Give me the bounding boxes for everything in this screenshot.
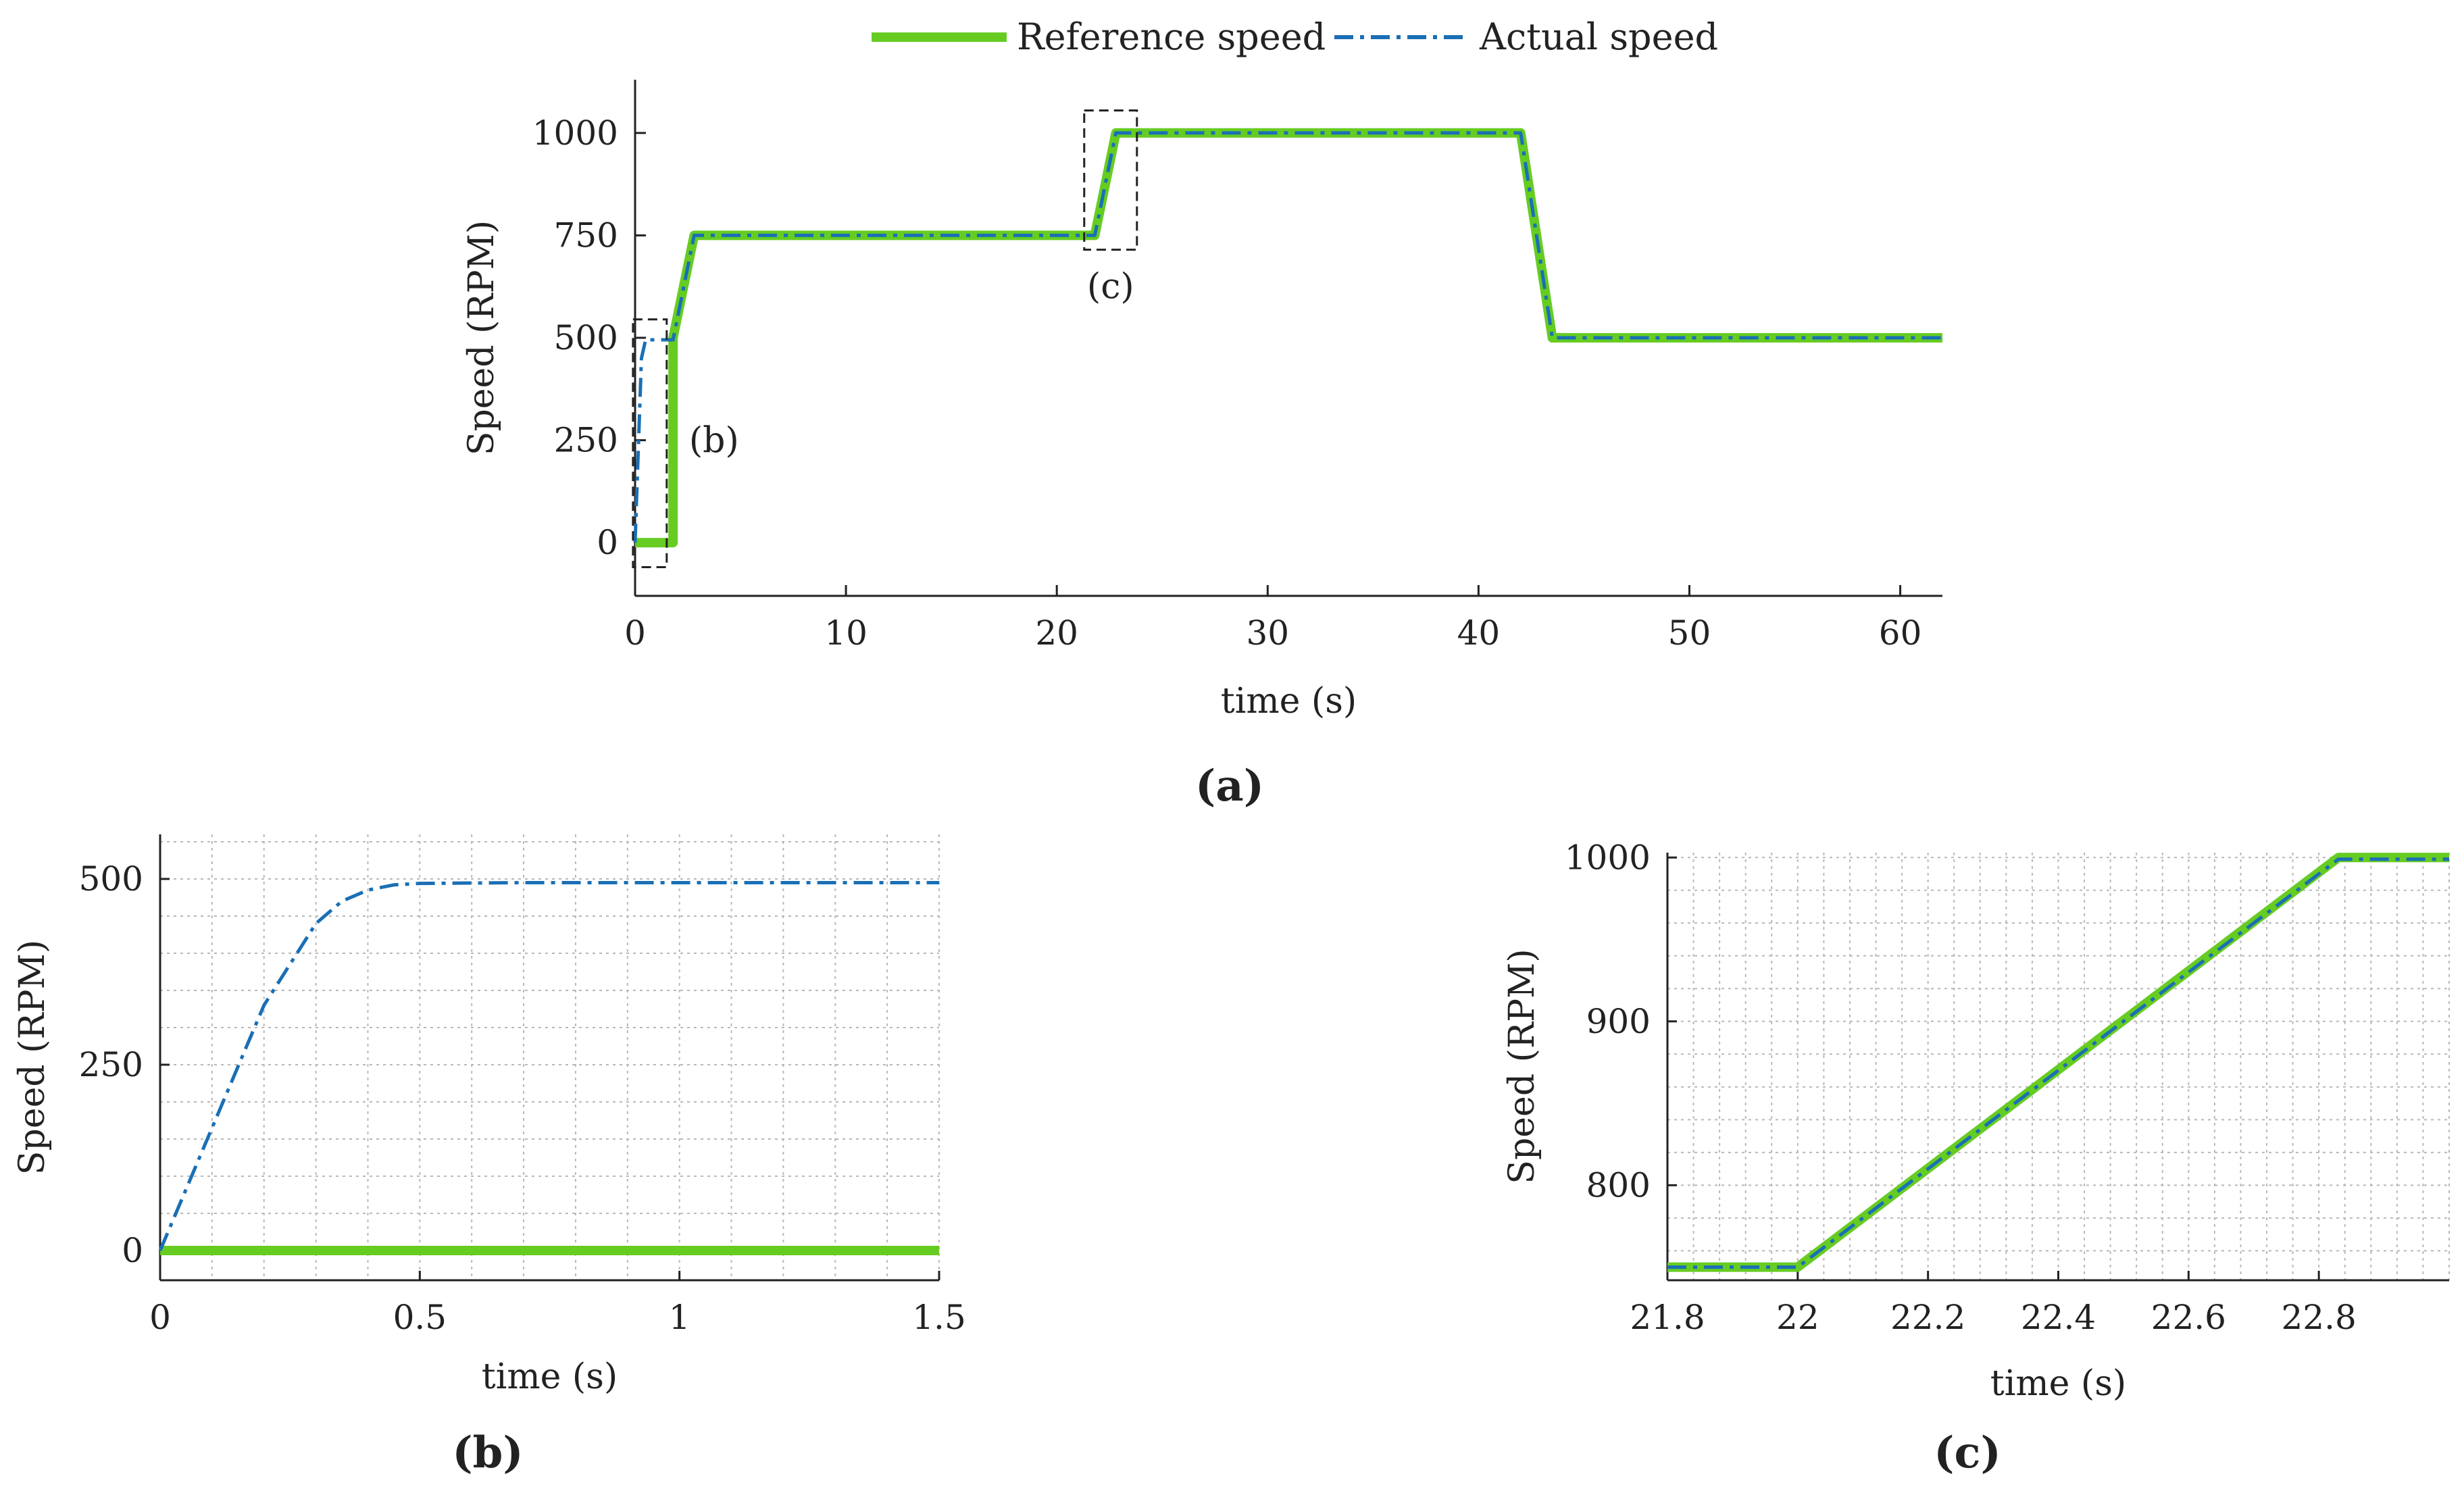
x-tick-label: 20	[1035, 613, 1078, 653]
x-tick-label: 22	[1776, 1298, 1819, 1337]
x-tick-label: 22.4	[2021, 1298, 2096, 1337]
zoom-label-b: (b)	[689, 421, 739, 461]
y-tick-label: 0	[597, 523, 618, 562]
chart-b: 0 0.5 1 1.5 0 250 500 time (s) Speed (RPM)	[12, 834, 966, 1397]
y-tick-label: 500	[554, 318, 618, 357]
x-tick-label: 22.6	[2151, 1298, 2226, 1337]
x-tick-label: 0	[149, 1298, 171, 1337]
caption-c: (c)	[1934, 1428, 2001, 1478]
legend-actual-label: Actual speed	[1479, 16, 1718, 58]
y-axis-label: Speed (RPM)	[1502, 949, 1542, 1184]
x-tick-label: 40	[1457, 613, 1501, 653]
x-tick-label: 50	[1668, 613, 1711, 653]
y-axis-label: Speed (RPM)	[12, 940, 53, 1175]
y-tick-label: 1000	[1565, 838, 1651, 877]
chart-a: 0 10 20 30 40 50 60 0 250 500 750 1000 time (s) Speed…	[461, 80, 1942, 722]
caption-b: (b)	[452, 1428, 523, 1478]
chart-c: 21.8 22 22.2 22.4 22.6 22.8 800 900 1000 time (s)…	[1502, 838, 2450, 1404]
x-axis-label: time (s)	[1990, 1363, 2126, 1404]
x-tick-label: 60	[1879, 613, 1922, 653]
y-tick-label: 250	[554, 421, 618, 460]
series-actual-speed	[633, 131, 1942, 543]
x-tick-label: 1	[669, 1298, 690, 1337]
zoom-box-c	[1083, 109, 1138, 251]
x-tick-label: 30	[1246, 613, 1289, 653]
x-tick-label: 0.5	[393, 1298, 447, 1337]
x-tick-label: 22.2	[1890, 1298, 1965, 1337]
series-actual-speed	[1667, 857, 2449, 1269]
y-tick-label: 0	[122, 1231, 143, 1270]
x-tick-label: 10	[824, 613, 868, 653]
y-tick-label: 500	[79, 859, 143, 899]
y-tick-label: 900	[1586, 1002, 1651, 1041]
legend-reference-label: Reference speed	[1017, 16, 1326, 58]
y-tick-label: 1000	[532, 113, 618, 153]
zoom-label-c: (c)	[1087, 267, 1134, 307]
series-actual-speed	[158, 881, 939, 1251]
x-axis-label: time (s)	[482, 1357, 618, 1397]
legend: Reference speed Actual speed	[872, 16, 1718, 58]
y-tick-label: 250	[79, 1045, 143, 1084]
zoom-box-b	[632, 318, 668, 569]
y-tick-label: 800	[1586, 1165, 1651, 1205]
x-axis-label: time (s)	[1221, 681, 1357, 722]
x-tick-label: 21.8	[1630, 1298, 1705, 1337]
x-tick-label: 1.5	[912, 1298, 966, 1337]
caption-a: (a)	[1195, 761, 1264, 811]
x-tick-label: 0	[624, 613, 646, 653]
y-axis-label: Speed (RPM)	[461, 220, 502, 455]
x-tick-label: 22.8	[2282, 1298, 2357, 1337]
y-tick-label: 750	[554, 216, 618, 255]
